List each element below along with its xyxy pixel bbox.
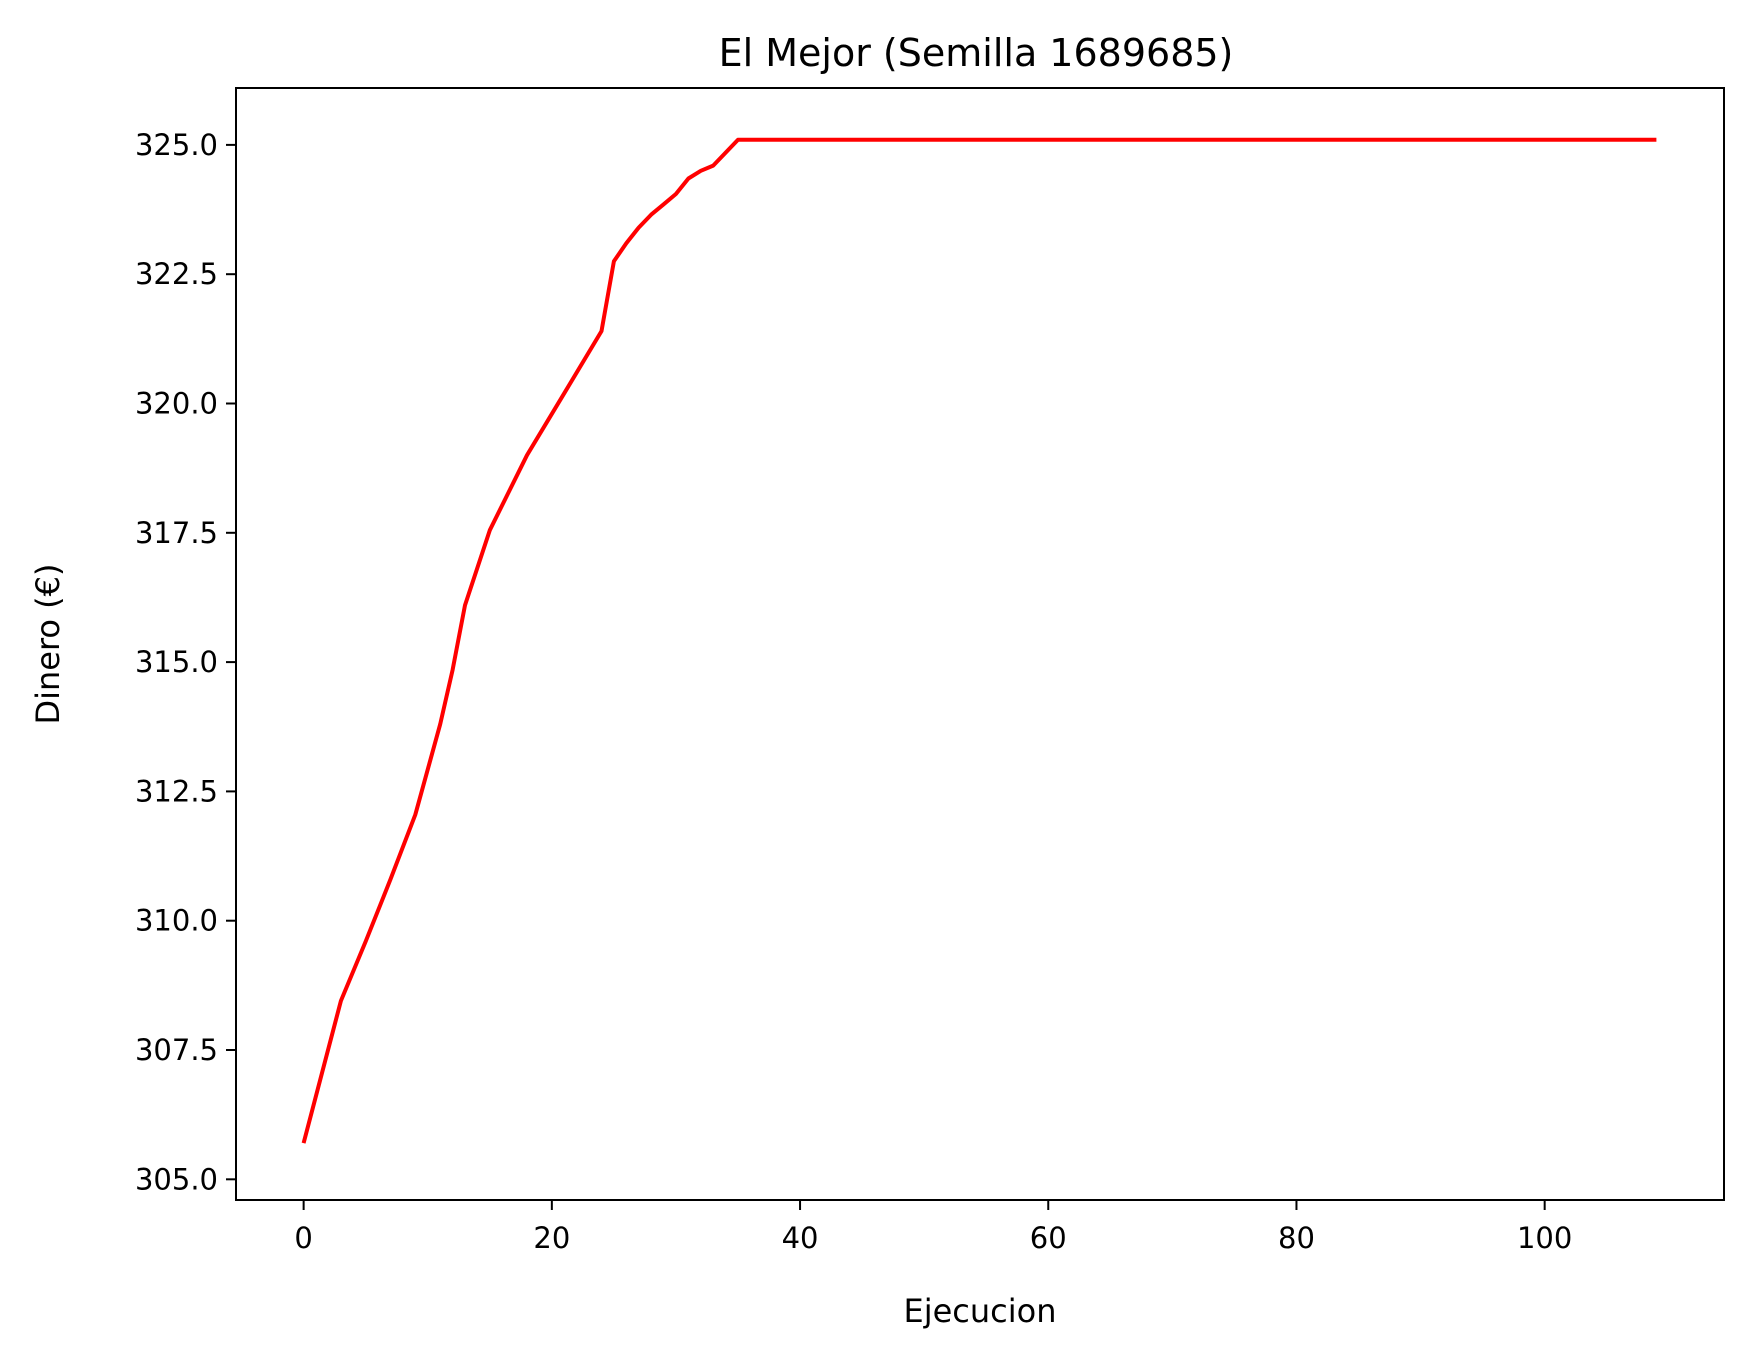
y-tick-label: 315.0 (135, 645, 218, 679)
chart-title: El Mejor (Semilla 1689685) (719, 31, 1234, 75)
x-axis-ticks: 0 20 40 60 80 100 (294, 1200, 1572, 1255)
x-tick-label: 80 (1278, 1221, 1315, 1255)
x-tick-label: 40 (782, 1221, 819, 1255)
x-tick-label: 20 (533, 1221, 570, 1255)
y-tick-label: 322.5 (135, 257, 218, 291)
x-tick-label: 100 (1517, 1221, 1572, 1255)
x-tick-label: 60 (1030, 1221, 1067, 1255)
y-tick-label: 305.0 (135, 1162, 218, 1196)
y-axis-title: Dinero (€) (29, 563, 67, 724)
y-axis-ticks: 305.0 307.5 310.0 312.5 315.0 317.5 320.0 322.5… (135, 128, 236, 1196)
x-axis-title: Ejecucion (903, 1292, 1056, 1330)
y-tick-label: 317.5 (135, 516, 218, 550)
y-tick-label: 307.5 (135, 1033, 218, 1067)
series-line-0 (301, 137, 1657, 1144)
x-tick-label: 0 (294, 1221, 312, 1255)
y-tick-label: 310.0 (135, 904, 218, 938)
y-tick-label: 312.5 (135, 774, 218, 808)
plot-area-frame (235, 87, 1725, 1201)
y-tick-label: 320.0 (135, 386, 218, 420)
series-layer (301, 137, 1657, 1144)
y-tick-label: 325.0 (135, 128, 218, 162)
